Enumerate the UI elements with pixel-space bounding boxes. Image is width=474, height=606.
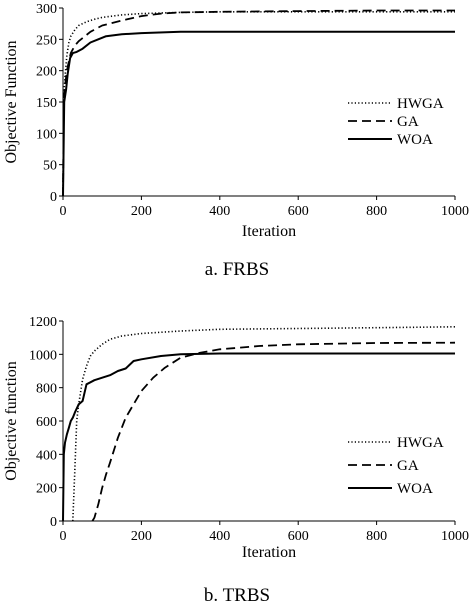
y-tick-label: 800 [36, 382, 57, 397]
y-axis-title: Objective function [3, 361, 20, 481]
x-tick-label: 200 [131, 204, 152, 219]
legend-label-hwga: HWGA [397, 96, 444, 112]
legend-label-woa: WOA [397, 132, 433, 148]
x-tick-label: 400 [209, 529, 230, 544]
x-tick-label: 1000 [441, 529, 469, 544]
y-tick-label: 50 [43, 159, 57, 174]
series-line-ga [91, 341, 456, 522]
y-tick-label: 1200 [29, 315, 57, 330]
y-tick-label: 0 [50, 515, 57, 530]
y-tick-label: 150 [36, 96, 57, 111]
series-line-woa [62, 352, 455, 522]
y-tick-label: 400 [36, 448, 57, 463]
y-tick-label: 100 [36, 127, 57, 142]
legend-label-ga: GA [397, 114, 419, 130]
chart-caption: a. FRBS [205, 259, 269, 280]
x-tick-label: 0 [60, 529, 67, 544]
x-tick-label: 600 [288, 204, 309, 219]
y-tick-label: 200 [36, 65, 57, 80]
y-tick-label: 300 [36, 2, 57, 17]
x-tick-label: 200 [131, 529, 152, 544]
x-tick-label: 800 [366, 529, 387, 544]
chart-2: 0 200 400 600 800 1000 1200 0 200 400 600 800 1000 It… [3, 315, 469, 606]
y-tick-label: 250 [36, 33, 57, 48]
y-axis-title: Objective Function [3, 40, 20, 163]
x-tick-label: 1000 [441, 204, 469, 219]
legend-label-woa: WOA [397, 481, 433, 497]
series-line-woa [62, 30, 455, 197]
x-tick-label: 400 [209, 204, 230, 219]
y-tick-label: 600 [36, 415, 57, 430]
x-axis-title: Iteration [242, 544, 296, 561]
y-tick-label: 200 [36, 482, 57, 497]
x-tick-label: 0 [60, 204, 67, 219]
x-tick-label: 800 [366, 204, 387, 219]
chart-caption: b. TRBS [204, 585, 270, 606]
legend-label-ga: GA [397, 458, 419, 474]
y-tick-label: 0 [50, 190, 57, 205]
legend-label-hwga: HWGA [397, 435, 444, 451]
x-tick-label: 600 [288, 529, 309, 544]
y-tick-label: 1000 [29, 348, 57, 363]
series-line-ga [62, 9, 455, 197]
x-axis-title: Iteration [242, 223, 296, 240]
chart-1: 0 50 100 150 200 250 300 0 200 400 600 800 1000 Itera… [3, 2, 469, 280]
